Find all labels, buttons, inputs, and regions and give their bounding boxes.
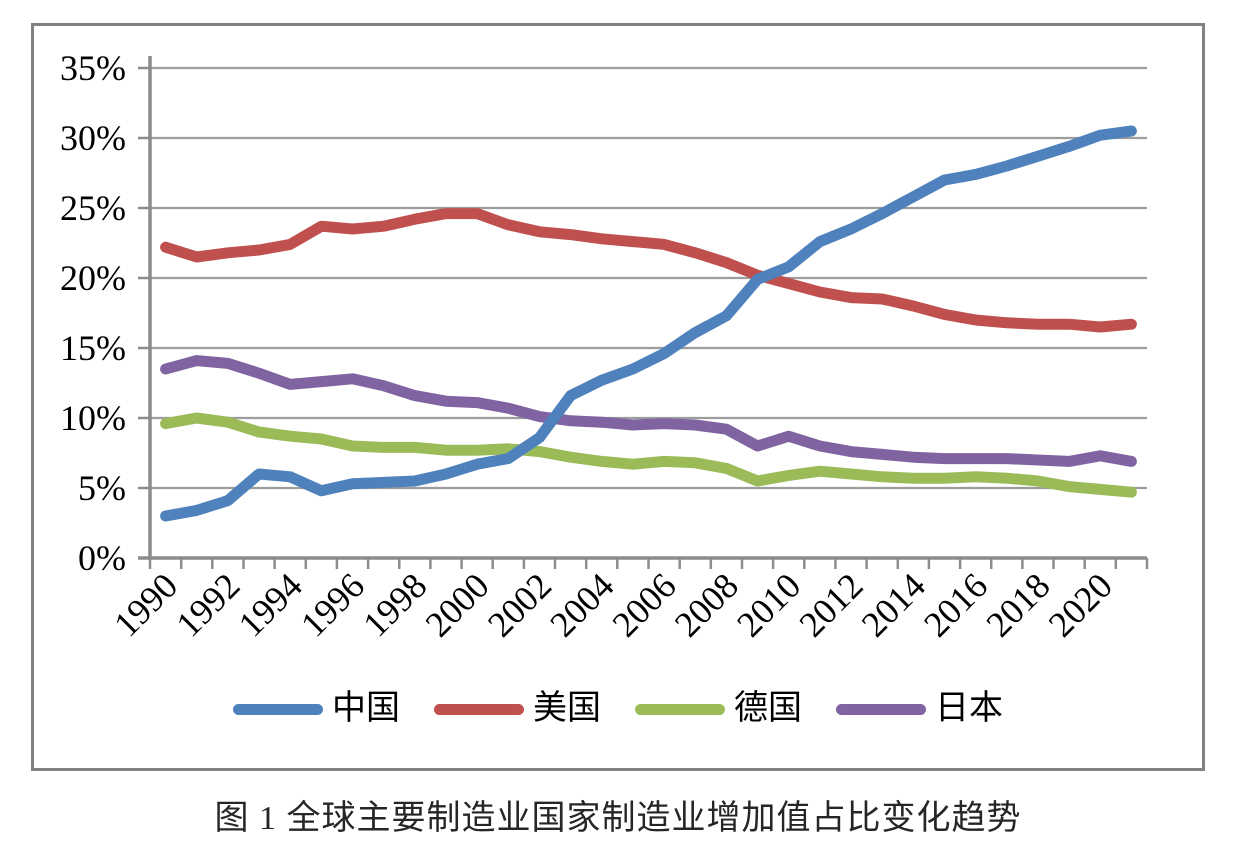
legend-item-china: 中国 <box>233 692 400 726</box>
x-axis-label: 2014 <box>854 565 933 644</box>
legend-swatch-china <box>233 703 323 715</box>
y-axis-label: 30% <box>60 118 126 158</box>
x-axis-label: 1998 <box>355 565 434 644</box>
chart-legend: 中国 美国 德国 日本 <box>0 692 1236 726</box>
y-axis-label: 15% <box>60 328 126 368</box>
x-axis-label: 2002 <box>480 565 559 644</box>
x-axis-label: 1996 <box>293 565 372 644</box>
x-axis-label: 2012 <box>791 565 870 644</box>
x-axis-label: 2020 <box>1041 565 1120 644</box>
legend-label-usa: 美国 <box>533 690 601 727</box>
chart-frame <box>31 23 1205 771</box>
legend-label-germany: 德国 <box>734 690 802 727</box>
series-line-usa <box>160 208 1137 333</box>
y-axis-label: 5% <box>78 468 126 508</box>
figure-caption: 图 1 全球主要制造业国家制造业增加值占比变化趋势 <box>214 800 1022 837</box>
x-axis-label: 2010 <box>729 565 808 644</box>
x-axis-label: 1994 <box>231 565 310 644</box>
legend-label-japan: 日本 <box>935 690 1003 727</box>
y-axis-label: 10% <box>60 398 126 438</box>
x-axis-label: 2000 <box>418 565 497 644</box>
legend-item-germany: 德国 <box>635 692 802 726</box>
legend-swatch-japan <box>836 703 926 715</box>
y-axis-label: 0% <box>78 538 126 578</box>
x-axis-label: 2004 <box>542 565 621 644</box>
x-axis-label: 2006 <box>605 565 684 644</box>
x-axis-label: 2018 <box>978 565 1057 644</box>
y-axis-label: 20% <box>60 258 126 298</box>
y-axis-label: 35% <box>60 48 126 88</box>
series-line-china <box>160 125 1137 522</box>
series-line-japan <box>160 355 1137 467</box>
legend-swatch-usa <box>434 703 524 715</box>
legend-item-usa: 美国 <box>434 692 601 726</box>
series-line-germany <box>160 412 1137 498</box>
x-axis-label: 1992 <box>168 565 247 644</box>
y-axis-label: 25% <box>60 188 126 228</box>
legend-label-china: 中国 <box>332 690 400 727</box>
x-axis-label: 2008 <box>667 565 746 644</box>
legend-swatch-germany <box>635 703 725 715</box>
legend-item-japan: 日本 <box>836 692 1003 726</box>
x-axis-label: 2016 <box>916 565 995 644</box>
